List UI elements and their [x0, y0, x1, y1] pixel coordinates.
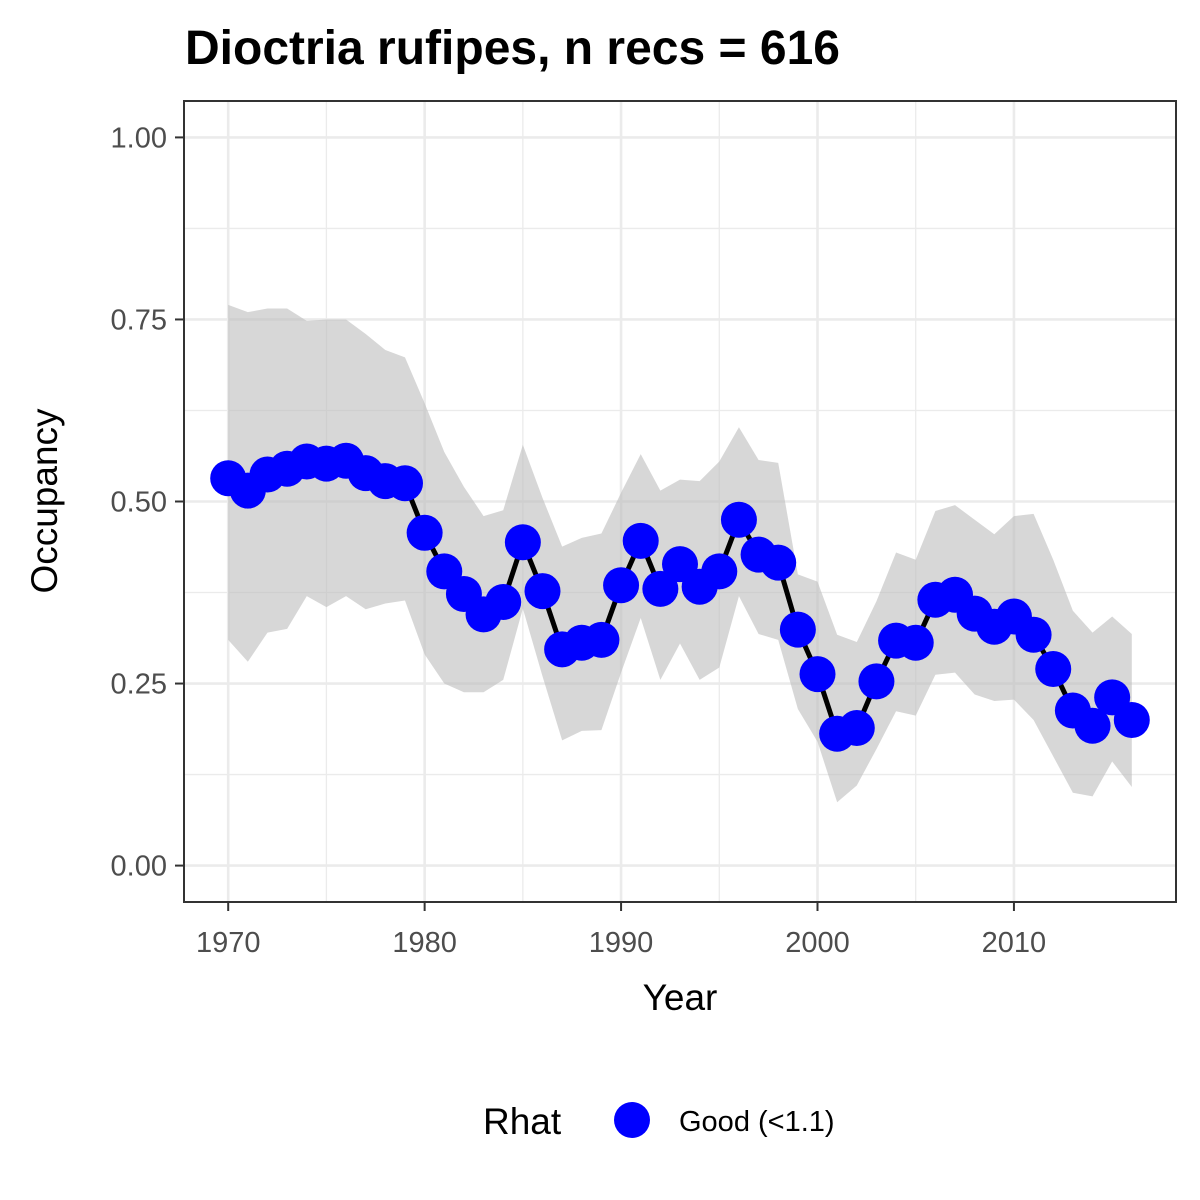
data-point: [1035, 650, 1072, 687]
x-axis: 1970 1980 1990 2000 2010: [196, 902, 1046, 959]
x-tick-label: 1990: [589, 927, 654, 959]
data-points: [210, 442, 1150, 752]
data-point: [701, 553, 738, 590]
data-point: [1113, 701, 1150, 738]
data-point: [1074, 707, 1111, 744]
y-tick-label: 0.25: [111, 669, 167, 701]
data-point: [760, 544, 797, 581]
data-point: [720, 501, 757, 538]
y-axis-title: Occupancy: [24, 408, 65, 594]
x-tick-label: 2010: [982, 927, 1047, 959]
data-point: [603, 567, 640, 604]
data-point: [524, 573, 561, 610]
y-tick-label: 1.00: [111, 122, 167, 154]
y-tick-label: 0.75: [111, 304, 167, 336]
data-point: [583, 621, 620, 658]
data-point: [838, 709, 875, 746]
data-point: [858, 663, 895, 700]
x-axis-title: Year: [643, 977, 718, 1018]
y-tick-label: 0.00: [111, 851, 167, 883]
x-tick-label: 1970: [196, 927, 261, 959]
x-tick-label: 1980: [392, 927, 457, 959]
data-point: [622, 522, 659, 559]
data-point: [779, 611, 816, 648]
y-axis: 0.00 0.25 0.50 0.75 1.00: [111, 122, 184, 883]
chart-title: Dioctria rufipes, n recs = 616: [185, 22, 840, 75]
x-tick-label: 2000: [785, 927, 850, 959]
data-point: [897, 624, 934, 661]
data-point: [799, 656, 836, 693]
data-point: [386, 465, 423, 502]
data-point: [504, 524, 541, 561]
data-point: [485, 583, 522, 620]
legend-label: Good (<1.1): [679, 1106, 835, 1138]
legend-title: Rhat: [483, 1101, 562, 1142]
plot-panel: [183, 100, 1177, 903]
data-point: [1015, 616, 1052, 653]
legend: Rhat Good (<1.1): [483, 1101, 835, 1142]
data-point: [406, 514, 443, 551]
y-tick-label: 0.50: [111, 487, 167, 519]
legend-key-dot: [614, 1102, 650, 1138]
data-point: [642, 570, 679, 607]
